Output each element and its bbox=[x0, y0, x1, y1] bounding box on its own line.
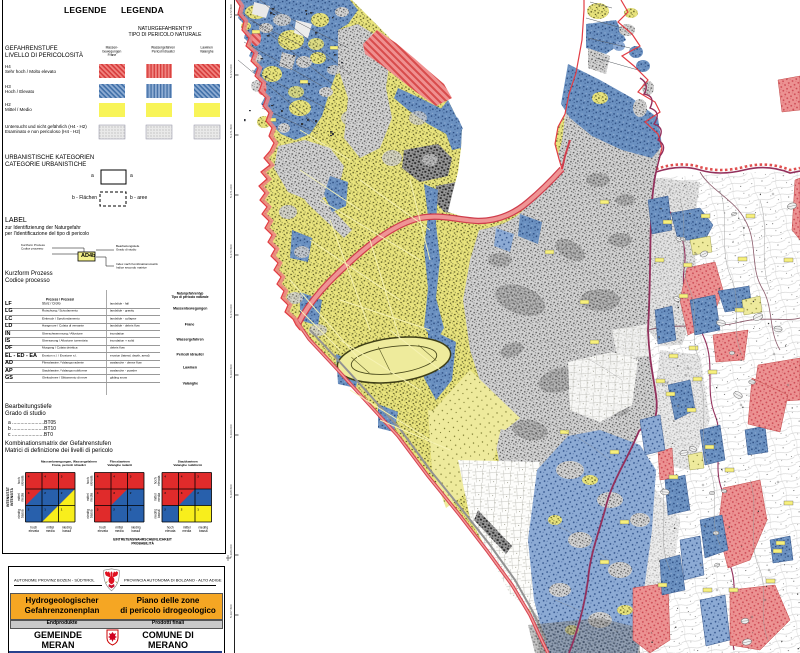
svg-text:bassa: bassa bbox=[62, 529, 71, 533]
svg-text:INTENSITÀ: INTENSITÀ bbox=[9, 488, 14, 506]
svg-text:3: 3 bbox=[164, 491, 166, 495]
svg-text:5.170.000: 5.170.000 bbox=[229, 304, 233, 318]
svg-text:elevata: elevata bbox=[29, 529, 40, 533]
svg-text:hoch: hoch bbox=[17, 477, 21, 484]
svg-text:elevata: elevata bbox=[89, 475, 93, 486]
svg-text:hoch: hoch bbox=[99, 526, 106, 530]
svg-text:bassa: bassa bbox=[131, 529, 140, 533]
svg-text:bassa: bassa bbox=[157, 509, 161, 518]
svg-text:5.170.500: 5.170.500 bbox=[229, 244, 233, 258]
svg-text:2: 2 bbox=[44, 491, 46, 495]
svg-text:hoch: hoch bbox=[86, 477, 90, 484]
svg-text:media: media bbox=[157, 493, 161, 502]
svg-text:elevata: elevata bbox=[157, 475, 161, 486]
svg-text:elevata: elevata bbox=[98, 529, 109, 533]
svg-text:niedrig: niedrig bbox=[17, 509, 21, 519]
svg-text:2: 2 bbox=[113, 508, 115, 512]
svg-text:bassa: bassa bbox=[89, 509, 93, 518]
svg-text:media: media bbox=[46, 529, 55, 533]
svg-text:4: 4 bbox=[97, 491, 99, 495]
svg-text:niedrig: niedrig bbox=[86, 509, 90, 519]
svg-text:1: 1 bbox=[44, 508, 46, 512]
svg-text:elevata: elevata bbox=[20, 475, 24, 486]
svg-text:mittel: mittel bbox=[17, 493, 21, 501]
svg-text:niedrig: niedrig bbox=[154, 509, 158, 519]
svg-text:2: 2 bbox=[28, 508, 30, 512]
svg-text:mittel: mittel bbox=[46, 526, 54, 530]
svg-text:3: 3 bbox=[181, 491, 183, 495]
svg-text:2: 2 bbox=[130, 491, 132, 495]
svg-text:mittel: mittel bbox=[154, 493, 158, 501]
svg-text:media: media bbox=[115, 529, 124, 533]
svg-text:5.167.500: 5.167.500 bbox=[229, 604, 233, 618]
svg-text:4: 4 bbox=[44, 475, 46, 479]
svg-text:2: 2 bbox=[181, 508, 183, 512]
svg-text:2: 2 bbox=[197, 491, 199, 495]
svg-text:5.172.500: 5.172.500 bbox=[229, 4, 233, 18]
svg-text:5.169.000: 5.169.000 bbox=[229, 424, 233, 438]
svg-text:5.171.000: 5.171.000 bbox=[229, 184, 233, 198]
svg-text:3: 3 bbox=[113, 491, 115, 495]
svg-text:5.168.000: 5.168.000 bbox=[229, 544, 233, 558]
svg-text:media: media bbox=[182, 529, 191, 533]
svg-text:3: 3 bbox=[197, 475, 199, 479]
svg-text:media: media bbox=[89, 493, 93, 502]
svg-text:5.169.500: 5.169.500 bbox=[229, 364, 233, 378]
svg-text:mittel: mittel bbox=[115, 526, 123, 530]
svg-text:3: 3 bbox=[130, 475, 132, 479]
svg-text:3: 3 bbox=[61, 475, 63, 479]
svg-text:3: 3 bbox=[97, 508, 99, 512]
svg-text:2: 2 bbox=[164, 508, 166, 512]
svg-text:5.171.500: 5.171.500 bbox=[229, 124, 233, 138]
svg-text:elevata: elevata bbox=[165, 529, 176, 533]
svg-text:media: media bbox=[20, 493, 24, 502]
svg-text:1: 1 bbox=[197, 508, 199, 512]
svg-text:hoch: hoch bbox=[154, 477, 158, 484]
svg-text:hoch: hoch bbox=[30, 526, 37, 530]
svg-text:hoch: hoch bbox=[167, 526, 174, 530]
svg-text:bassa: bassa bbox=[20, 509, 24, 518]
svg-text:niedrig: niedrig bbox=[198, 526, 208, 530]
svg-text:4: 4 bbox=[113, 475, 115, 479]
svg-text:mittel: mittel bbox=[86, 493, 90, 501]
svg-text:3: 3 bbox=[28, 491, 30, 495]
svg-text:niedrig: niedrig bbox=[131, 526, 141, 530]
svg-text:niedrig: niedrig bbox=[62, 526, 72, 530]
svg-text:2: 2 bbox=[130, 508, 132, 512]
svg-text:5.172.000: 5.172.000 bbox=[229, 64, 233, 78]
svg-text:5.168.500: 5.168.500 bbox=[229, 484, 233, 498]
svg-text:INTENSITÄT: INTENSITÄT bbox=[6, 486, 10, 507]
svg-text:1: 1 bbox=[61, 508, 63, 512]
svg-text:bassa: bassa bbox=[199, 529, 208, 533]
svg-text:2: 2 bbox=[61, 491, 63, 495]
svg-text:4: 4 bbox=[97, 475, 99, 479]
svg-text:mittel: mittel bbox=[183, 526, 191, 530]
svg-text:4: 4 bbox=[164, 475, 166, 479]
svg-text:4: 4 bbox=[28, 475, 30, 479]
svg-text:4: 4 bbox=[181, 475, 183, 479]
